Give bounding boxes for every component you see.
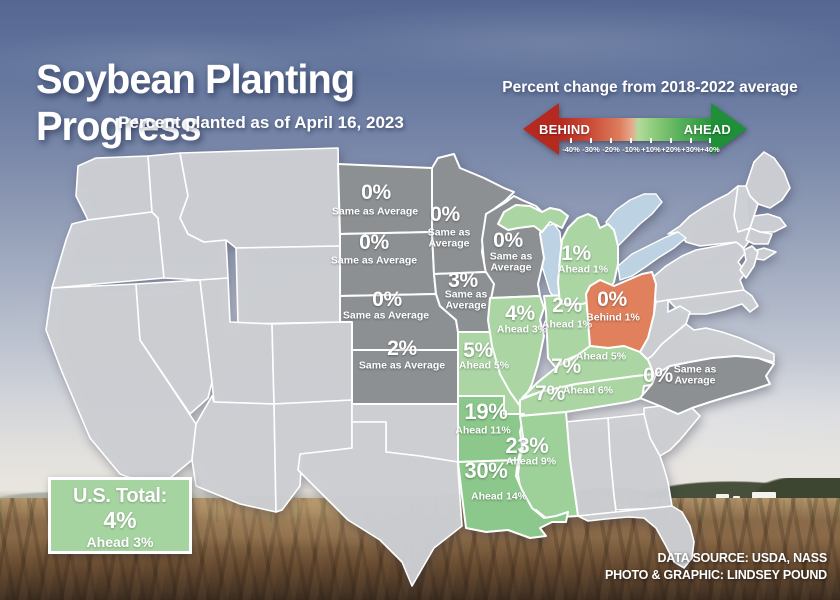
page-subtitle: Percent planted as of April 16, 2023 — [118, 113, 404, 132]
behind-arrowhead-icon — [523, 103, 559, 155]
data-source-credit: DATA SOURCE: USDA, NASS — [657, 551, 828, 565]
state-value-ks: 2% — [387, 337, 417, 360]
state-mississippi — [517, 411, 579, 519]
state-note-wi: Same as Average — [489, 250, 533, 274]
state-value-ne: 0% — [372, 288, 402, 311]
state-michigan-upper — [497, 204, 569, 233]
legend-tick-label: -40% — [562, 145, 580, 154]
state-florida — [577, 505, 695, 569]
state-value-sd: 0% — [359, 231, 389, 254]
state-note-ar: Ahead 11% — [455, 424, 511, 437]
state-wyoming — [235, 245, 343, 325]
state-value-ia: 3% — [448, 269, 478, 292]
state-value-il: 4% — [505, 302, 535, 325]
ahead-arrowhead-icon — [711, 103, 747, 155]
legend-tick-mark — [590, 138, 592, 143]
page-title: Soybean Planting Progress — [36, 56, 355, 149]
state-note-il: Ahead 3% — [496, 323, 548, 336]
state-arizona — [191, 395, 277, 513]
state-texas — [297, 421, 463, 587]
state-value-ar: 19% — [464, 399, 508, 424]
states-connecticut-rhode-island — [745, 227, 773, 245]
state-note-mn: Same as Average — [427, 226, 471, 250]
legend-tick-label: +30% — [681, 145, 701, 154]
state-colorado — [271, 319, 355, 405]
state-north-carolina — [639, 355, 775, 415]
state-note-nd: Same as Average — [331, 205, 419, 218]
state-montana — [179, 147, 341, 249]
state-new-jersey — [739, 245, 759, 279]
state-note-mo: Ahead 5% — [458, 359, 510, 372]
state-value-nc: 0% — [643, 364, 673, 387]
legend-tick-mark — [630, 138, 632, 143]
state-note-ms: Ahead 9% — [505, 455, 557, 468]
legend-tick-mark — [570, 138, 572, 143]
lake-erie — [617, 231, 687, 281]
legend-gradient-bar — [558, 118, 712, 141]
state-note-ia: Same as Average — [444, 288, 488, 312]
state-value-wi: 0% — [493, 229, 523, 252]
state-value-tn: 7% — [535, 382, 565, 405]
state-louisiana — [457, 459, 569, 539]
photo-graphic-credit: PHOTO & GRAPHIC: LINDSEY POUND — [604, 568, 827, 582]
state-value-in: 2% — [552, 294, 582, 317]
state-value-ky: 7% — [551, 355, 581, 378]
state-note-ks: Same as Average — [358, 359, 446, 372]
legend-tick-label: -30% — [582, 145, 600, 154]
state-note-tn: Ahead 6% — [562, 384, 614, 397]
legend-tick-label: -20% — [602, 145, 620, 154]
state-note-nc: Same as Average — [673, 363, 717, 387]
state-note-in: Ahead 1% — [541, 318, 593, 331]
legend-ahead-label: AHEAD — [683, 122, 731, 137]
legend-tick-mark — [709, 138, 711, 143]
state-value-mn: 0% — [430, 203, 460, 226]
us-total-value: 4% — [103, 507, 137, 533]
us-total-label: U.S. Total: — [72, 485, 168, 507]
legend-tick-label: +40% — [700, 145, 720, 154]
state-value-la: 30% — [464, 458, 508, 483]
state-value-oh: 0% — [597, 288, 627, 311]
state-note-ky: Ahead 5% — [575, 350, 627, 363]
legend-gradient-arrow: BEHIND AHEAD -40% -30% -20% -10% +10% +20% +30… — [523, 103, 747, 158]
us-total-note: Ahead 3% — [86, 534, 154, 550]
state-note-ne: Same as Average — [342, 309, 430, 322]
farm-shed — [752, 492, 776, 503]
state-value-mi: 1% — [561, 242, 591, 265]
state-note-sd: Same as Average — [330, 254, 418, 267]
state-oregon — [51, 211, 165, 289]
state-value-mo: 5% — [463, 339, 493, 362]
state-washington — [75, 155, 153, 221]
legend-tick-label: +10% — [641, 145, 661, 154]
state-value-ms: 23% — [505, 433, 549, 458]
legend-tick-mark — [650, 138, 652, 143]
us-total-callout: U.S. Total: 4% Ahead 3% — [48, 477, 192, 554]
legend-tick-mark — [610, 138, 612, 143]
state-note-oh: Behind 1% — [586, 311, 640, 324]
credits: DATA SOURCE: USDA, NASS PHOTO & GRAPHIC:… — [605, 550, 827, 584]
labeled-states — [337, 153, 775, 539]
legend-tick-label: +20% — [661, 145, 681, 154]
unlabeled-states — [45, 147, 791, 587]
legend-behind-label: BEHIND — [539, 122, 591, 137]
legend-tick-mark — [690, 138, 692, 143]
legend-title: Percent change from 2018-2022 average — [502, 79, 798, 96]
state-note-la: Ahead 14% — [470, 490, 528, 503]
legend-tick-label: -10% — [622, 145, 640, 154]
legend-tick-mark — [670, 138, 672, 143]
state-note-mi: Ahead 1% — [557, 263, 609, 276]
state-value-nd: 0% — [361, 181, 391, 204]
